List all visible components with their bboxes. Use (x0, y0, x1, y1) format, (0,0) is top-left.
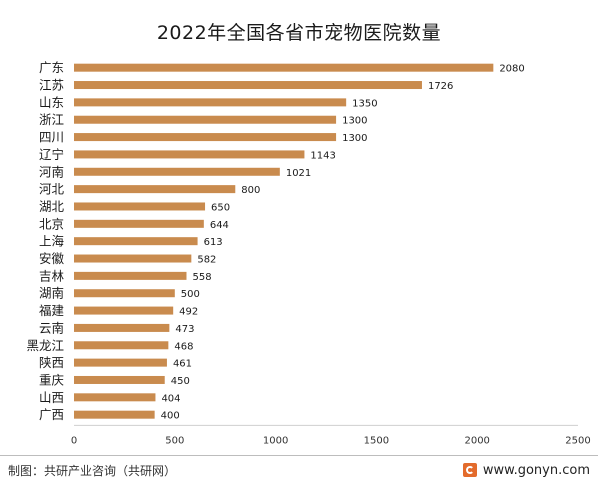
category-label: 吉林 (39, 268, 65, 283)
category-label: 河南 (39, 164, 64, 179)
category-label: 四川 (39, 130, 64, 145)
source-note: 制图：共研产业咨询（共研网） (8, 464, 177, 478)
data-label: 644 (210, 220, 229, 231)
gonyn-logo-icon (462, 463, 477, 477)
bar (74, 81, 422, 90)
x-axis: 0 500 1000 1500 2000 2500 (71, 424, 591, 446)
category-label: 浙江 (39, 112, 64, 127)
category-label: 云南 (39, 320, 64, 335)
category-label: 山西 (39, 390, 64, 405)
bar (74, 133, 337, 142)
bar (74, 219, 204, 228)
data-label: 613 (204, 237, 223, 248)
category-label: 湖南 (39, 286, 64, 301)
data-label: 1300 (342, 133, 367, 144)
data-label: 404 (161, 393, 180, 404)
data-label: 500 (181, 289, 200, 300)
bar (74, 98, 347, 107)
bar (74, 306, 174, 315)
bar (74, 202, 206, 211)
data-label: 650 (211, 202, 230, 213)
bar (74, 393, 156, 402)
bar (74, 271, 187, 280)
value-labels: 2080 1726 1350 1300 1300 1143 1021 800 650 644 613… (161, 64, 525, 422)
category-label: 江苏 (39, 78, 64, 93)
category-label: 重庆 (39, 372, 65, 387)
x-tick-label: 2000 (464, 435, 489, 446)
brand-url: www.gonyn.com (482, 462, 590, 478)
bar (74, 410, 155, 419)
category-label: 上海 (39, 234, 65, 249)
chart-title: 2022年全国各省市宠物医院数量 (156, 22, 442, 44)
category-label: 山东 (39, 95, 64, 110)
brand: www.gonyn.com (462, 461, 590, 479)
data-label: 468 (174, 341, 193, 352)
bar (74, 341, 169, 350)
category-labels: 广东江苏山东浙江四川辽宁河南河北湖北北京上海安徽吉林湖南福建云南黑龙江陕西重庆山… (26, 60, 64, 422)
x-tick-label: 2500 (565, 435, 590, 446)
data-label: 2080 (499, 64, 524, 75)
category-label: 安徽 (39, 251, 65, 266)
bar (74, 375, 165, 384)
x-tick-label: 1500 (364, 435, 389, 446)
bar (74, 358, 167, 367)
data-label: 1350 (352, 98, 377, 109)
bar (74, 185, 236, 194)
data-label: 473 (175, 324, 194, 335)
category-label: 广西 (39, 407, 64, 422)
footer-divider (0, 455, 598, 456)
bar (74, 237, 198, 246)
category-label: 黑龙江 (26, 338, 64, 353)
bar (74, 254, 192, 263)
bar (74, 167, 280, 176)
x-tick-label: 1000 (263, 435, 288, 446)
data-label: 582 (197, 255, 216, 266)
x-tick-label: 0 (71, 435, 77, 446)
category-label: 辽宁 (39, 147, 64, 162)
bar (74, 289, 175, 298)
bars (74, 63, 494, 419)
data-label: 1143 (310, 150, 335, 161)
x-tick-label: 500 (165, 435, 184, 446)
category-label: 湖北 (39, 199, 65, 214)
data-label: 1021 (286, 168, 311, 179)
data-label: 400 (161, 411, 180, 422)
bar-chart: 广东江苏山东浙江四川辽宁河南河北湖北北京上海安徽吉林湖南福建云南黑龙江陕西重庆山… (26, 60, 591, 446)
bar (74, 63, 494, 72)
data-label: 492 (179, 307, 198, 318)
category-label: 陕西 (39, 355, 64, 370)
data-label: 450 (171, 376, 190, 387)
data-label: 1300 (342, 116, 367, 127)
bar (74, 323, 170, 332)
data-label: 800 (241, 185, 260, 196)
category-label: 福建 (39, 303, 65, 318)
data-label: 461 (173, 359, 192, 370)
category-label: 广东 (39, 60, 64, 75)
data-label: 558 (192, 272, 211, 283)
category-label: 北京 (39, 216, 64, 231)
bar (74, 150, 305, 159)
data-label: 1726 (428, 81, 453, 92)
category-label: 河北 (39, 182, 65, 197)
bar (74, 115, 337, 124)
